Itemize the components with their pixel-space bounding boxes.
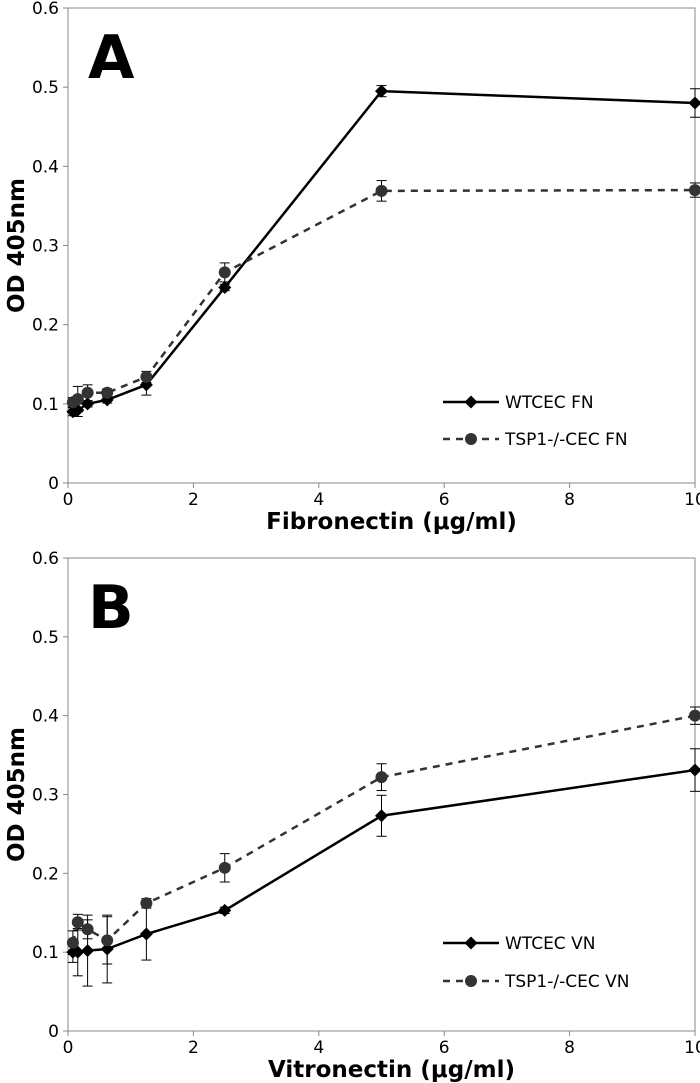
- chart-a-series-1-point: [375, 84, 388, 98]
- chart-a-series-2-legend-marker: [465, 433, 477, 445]
- chart-b-series-2-point: [101, 934, 114, 947]
- chart-a-series-2-point: [218, 266, 231, 279]
- chart-b-series-2-point: [140, 897, 153, 910]
- chart-a-y-axis-title: OD 405nm: [4, 178, 30, 313]
- chart-b-series-1-legend-label: WTCEC VN: [505, 934, 595, 954]
- chart-b-series-1-point: [688, 763, 700, 777]
- chart-a-x-tick-label: 4: [313, 490, 324, 510]
- chart-a-series-2-point: [71, 393, 84, 406]
- chart-b-series-2-line: [71, 714, 696, 943]
- chart-a-series-1-point: [688, 96, 700, 110]
- chart-b-series-2-legend-label: TSP1-/-CEC VN: [504, 972, 629, 992]
- chart-a-y-tick-label: 0.4: [32, 157, 59, 177]
- chart-b-x-tick-label: 0: [63, 1038, 74, 1058]
- chart-b-y-tick-label: 0: [48, 1022, 59, 1042]
- chart-b-series-1-legend-marker: [464, 936, 478, 950]
- chart-a-y-tick-label: 0.5: [32, 78, 59, 98]
- chart-a-plot-frame: [67, 7, 696, 484]
- chart-a-series-1-legend-label: WTCEC FN: [505, 393, 594, 413]
- chart-a-series-2-line: [72, 188, 696, 404]
- chart-b-series-2-legend-marker: [465, 975, 477, 987]
- chart-a-series-2-point: [689, 184, 700, 197]
- chart-a-y-tick-label: 0.1: [32, 395, 59, 415]
- chart-a-x-tick-label: 8: [564, 490, 575, 510]
- chart-b-series-2-point: [66, 936, 79, 949]
- chart-a-y-tick-label: 0.3: [32, 237, 59, 257]
- chart-b-plot-frame: [67, 557, 696, 1032]
- chart-a-series-2-point: [140, 370, 153, 383]
- chart-b-series-1-line: [72, 768, 696, 954]
- chart-a-x-tick-label: 6: [439, 490, 450, 510]
- chart-a-series-2-point: [81, 386, 94, 399]
- chart-b-series-2-point: [689, 709, 700, 722]
- chart-b-y-tick-label: 0.4: [32, 707, 59, 727]
- chart-b-series-2-point: [71, 916, 84, 929]
- chart-a-x-tick-label: 0: [63, 490, 74, 510]
- chart-b-series-1-point: [71, 945, 85, 959]
- chart-b-series-2-point: [375, 771, 388, 784]
- chart-b-y-tick-label: 0.2: [32, 864, 59, 884]
- chart-b-series-1-point: [139, 927, 153, 941]
- chart-a-y-tick-label: 0: [48, 474, 59, 494]
- chart-b-series-1-point: [81, 944, 95, 958]
- chart-b-x-tick-label: 6: [439, 1038, 450, 1058]
- chart-b-y-axis-title: OD 405nm: [4, 727, 30, 862]
- chart-a-y-tick-label: 0.6: [32, 0, 59, 19]
- chart-b-x-tick-label: 10: [684, 1038, 700, 1058]
- chart-b-series-1-point: [375, 809, 388, 823]
- chart-b-x-tick-label: 4: [313, 1038, 324, 1058]
- chart-b-series-1-point: [218, 903, 232, 917]
- chart-b-panel-letter: B: [88, 573, 134, 643]
- chart-a-x-axis-title: Fibronectin (μg/ml): [266, 509, 517, 535]
- chart-a-x-tick-label: 2: [188, 490, 199, 510]
- chart-a-series-2-legend-label: TSP1-/-CEC FN: [504, 430, 628, 450]
- chart-b-x-tick-label: 2: [188, 1038, 199, 1058]
- chart-a-series-1-line: [72, 89, 696, 413]
- chart-b-series-2-point: [218, 861, 231, 874]
- chart-b-y-tick-label: 0.6: [32, 549, 59, 569]
- chart-a-series-2-point: [101, 386, 114, 399]
- chart-a-series-2-point: [375, 184, 388, 197]
- chart-b-y-tick-label: 0.3: [32, 786, 59, 806]
- chart-b-y-tick-label: 0.5: [32, 628, 59, 648]
- chart-a-y-tick-label: 0.2: [32, 316, 59, 336]
- chart-b-series-2-point: [81, 923, 94, 936]
- chart-b-y-tick-label: 0.1: [32, 943, 59, 963]
- chart-a-x-tick-label: 10: [684, 490, 700, 510]
- chart-a-panel-letter: A: [88, 23, 135, 93]
- chart-a-series-1-point: [218, 280, 232, 294]
- chart-b-x-tick-label: 8: [564, 1038, 575, 1058]
- chart-b-x-axis-title: Vitronectin (μg/ml): [268, 1057, 515, 1083]
- chart-a-series-1-legend-marker: [464, 395, 478, 409]
